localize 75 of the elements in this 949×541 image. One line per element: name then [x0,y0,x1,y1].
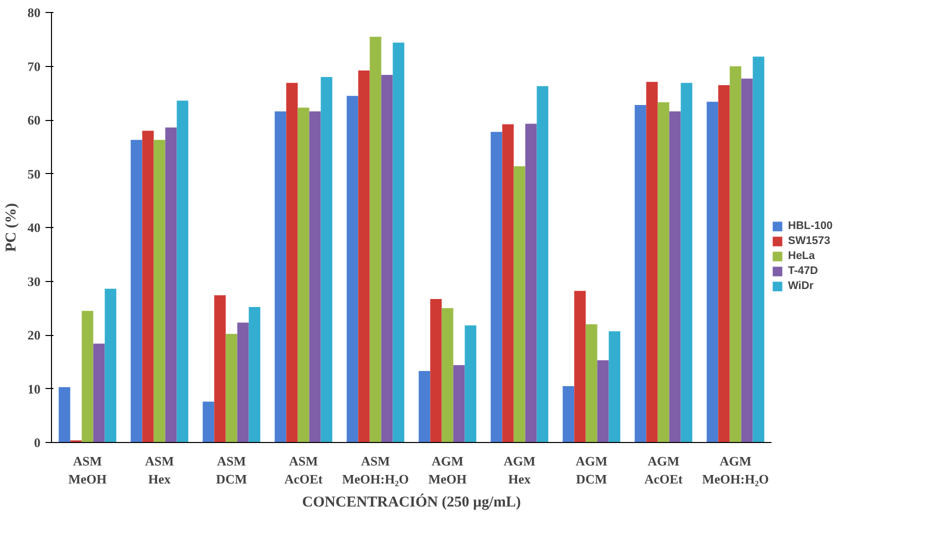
bar [562,386,574,442]
legend-label: HeLa [788,250,815,262]
bar [154,140,166,442]
bar [741,78,753,442]
x-tick-label: AGM Hex [504,454,536,486]
bar [286,82,298,442]
y-tick-label: 50 [28,166,40,182]
bar [381,74,393,442]
bar [730,66,742,442]
bar [176,100,188,442]
bar [586,324,598,442]
bar [82,310,94,442]
legend-label: T-47D [788,265,818,277]
y-tick-label: 10 [28,381,40,396]
legend-label: WiDr [788,280,814,292]
bar [680,82,692,442]
bar [608,331,620,442]
bar [718,85,730,442]
x-tick-label: ASM Hex [145,454,174,486]
bar [274,111,286,442]
y-tick-label: 0 [34,435,40,450]
bar [464,325,476,442]
bar [502,124,514,442]
bar [248,307,260,442]
x-tick-label: AGM AcOEt [644,454,684,486]
y-tick-label: 70 [28,58,40,74]
y-tick-label: 80 [28,5,40,20]
bar [525,124,537,442]
bar [226,334,238,442]
bar [646,82,658,442]
bar [430,298,442,442]
bar [418,371,430,442]
bar [392,42,404,442]
bar [752,56,764,442]
x-tick-label: ASM MeOH [68,454,107,486]
bar [202,402,214,442]
bar [142,130,154,442]
legend-label: SW1573 [788,235,830,247]
bar [130,140,142,442]
bar [453,365,465,442]
y-tick-label: 30 [28,274,40,289]
y-tick-label: 40 [28,220,40,235]
x-tick-label: AGM DCM [576,454,608,486]
y-tick-label: 60 [28,112,40,128]
bar [597,360,609,442]
bar [346,96,358,442]
bar [104,288,116,442]
bar [490,132,502,442]
bar [309,111,321,442]
bar [574,290,586,442]
bar [706,102,718,442]
bar [358,70,370,442]
bar [58,387,70,442]
x-tick-label: ASM MeOH:H₂O [342,454,409,486]
bar [298,108,310,442]
x-tick-label: AGM MeOH:H₂O [702,454,769,486]
legend-label: HBL-100 [788,220,833,232]
x-tick-label: ASM AcOEt [284,454,324,486]
bar [165,128,177,442]
bar [214,295,226,442]
bar [442,308,454,442]
bar [237,322,249,442]
x-tick-label: ASM DCM [216,454,248,486]
bar [514,166,526,442]
y-axis-title: PC (%) [4,203,20,252]
bar [669,111,681,442]
bar [370,36,382,442]
bar [634,104,646,442]
x-tick-label: AGM MeOH [428,454,467,486]
bar [93,344,105,442]
bar [536,86,548,442]
y-tick-label: 20 [28,328,40,342]
x-axis-title: CONCENTRACIÓN (250 µg/mL) [302,494,521,510]
bar [320,77,332,442]
bar [658,102,670,442]
